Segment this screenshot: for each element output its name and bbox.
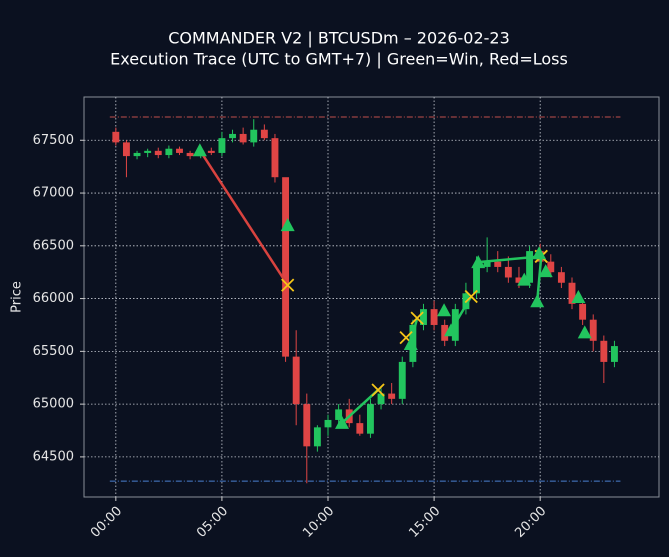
candle-body <box>377 393 385 405</box>
entry-marker <box>444 323 459 337</box>
entry-marker <box>517 272 532 286</box>
candle-body <box>557 272 565 283</box>
candle-body <box>579 303 587 320</box>
y-tick-label: 65500 <box>33 344 74 359</box>
candle-body <box>324 419 332 428</box>
candle-body <box>473 266 480 294</box>
candle-body <box>515 277 523 283</box>
candle-body <box>176 148 183 153</box>
candle-body <box>547 261 555 273</box>
entry-marker <box>571 290 586 303</box>
y-tick-label: 67500 <box>33 133 74 148</box>
candle-body <box>122 142 130 157</box>
candle-body <box>313 427 321 447</box>
candle-body <box>112 131 120 143</box>
candle-body <box>218 138 226 153</box>
candle-body <box>133 152 141 157</box>
trade-line <box>198 149 289 286</box>
candle-body <box>366 404 374 434</box>
candle-body <box>282 177 290 357</box>
candle-body <box>420 309 427 325</box>
entry-marker <box>530 294 545 308</box>
exit-marker <box>281 278 295 292</box>
entry-marker <box>538 264 553 278</box>
y-tick-label: 65000 <box>33 397 74 412</box>
entry-marker <box>437 303 452 317</box>
y-tick-label: 67000 <box>33 186 74 201</box>
trade-line <box>535 256 543 302</box>
candle-body <box>335 409 343 420</box>
trade-line <box>478 255 542 264</box>
candle-body <box>398 361 406 399</box>
candle-body <box>494 261 502 267</box>
candle-body <box>303 404 311 447</box>
plot-frame <box>83 96 660 498</box>
candle-body <box>186 152 194 157</box>
candle-body <box>589 319 597 341</box>
entry-marker <box>577 325 592 339</box>
candle-body <box>600 340 608 362</box>
y-tick-label: 66500 <box>33 238 74 253</box>
candle-body <box>229 133 236 139</box>
candle-body <box>144 150 152 153</box>
candle-body <box>239 133 247 143</box>
entry-marker <box>335 415 350 429</box>
candle-body <box>504 266 512 278</box>
candle-body <box>441 324 449 341</box>
candle-body <box>207 150 215 153</box>
entry-marker <box>280 218 295 232</box>
y-tick-label: 66000 <box>33 291 74 306</box>
candle-body <box>292 356 300 405</box>
candle-body <box>154 150 162 156</box>
exit-marker <box>464 289 478 304</box>
candle-body <box>568 282 576 304</box>
candle-body <box>430 309 438 325</box>
entry-marker <box>403 336 418 350</box>
candle-body <box>483 261 491 267</box>
candle-body <box>165 148 173 156</box>
candle-body <box>260 129 268 139</box>
chart-title: COMMANDER V2 | BTCUSDm – 2026-02-23 <box>168 29 510 48</box>
entry-marker <box>471 255 486 269</box>
candle-body <box>250 129 258 143</box>
entry-marker <box>532 246 547 260</box>
candle-body <box>388 393 396 399</box>
chart-subtitle: Execution Trace (UTC to GMT+7) | Green=W… <box>110 50 568 69</box>
candle-body <box>526 251 534 283</box>
entry-marker <box>192 143 207 157</box>
candle-body <box>610 346 618 362</box>
candle-body <box>356 423 364 434</box>
y-axis-label: Price <box>10 281 25 313</box>
candle-body <box>271 138 279 178</box>
exit-marker <box>410 311 424 325</box>
y-tick-label: 64500 <box>33 449 74 464</box>
exit-marker <box>371 383 385 397</box>
trade-line <box>449 295 473 331</box>
